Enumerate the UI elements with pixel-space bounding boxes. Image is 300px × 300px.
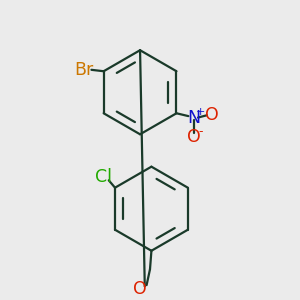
Text: O: O bbox=[133, 280, 146, 298]
Text: Cl: Cl bbox=[95, 168, 112, 186]
Text: N: N bbox=[187, 109, 200, 127]
Text: +: + bbox=[196, 107, 205, 117]
Text: -: - bbox=[198, 125, 203, 138]
Text: Br: Br bbox=[75, 61, 94, 79]
Text: O: O bbox=[205, 106, 219, 124]
Text: O: O bbox=[187, 128, 200, 146]
